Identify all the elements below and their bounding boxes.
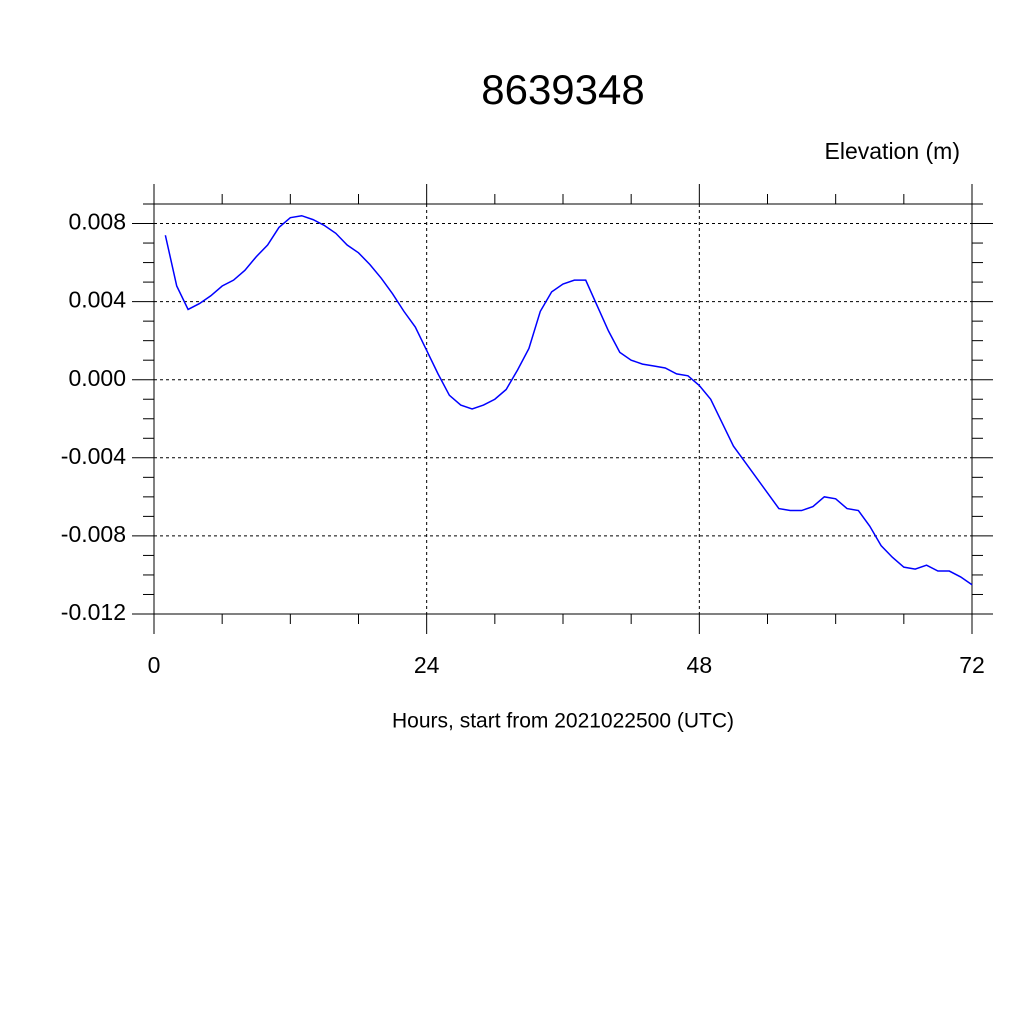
y-tick-label: 0.000 [68, 365, 126, 391]
y-tick-label: -0.012 [61, 599, 126, 625]
x-tick-label: 48 [687, 652, 713, 678]
x-tick-label: 0 [148, 652, 161, 678]
data-line [164, 214, 973, 586]
y-tick-label: -0.004 [61, 443, 126, 469]
y-tick-label: 0.004 [68, 287, 126, 313]
y-tick-label: 0.008 [68, 209, 126, 235]
y-tick-label: -0.008 [61, 521, 126, 547]
subtitle: Elevation (m) [825, 138, 960, 164]
x-axis-label: Hours, start from 2021022500 (UTC) [392, 710, 734, 733]
chart-title: 8639348 [481, 66, 645, 113]
x-tick-label: 24 [414, 652, 440, 678]
x-tick-label: 72 [959, 652, 985, 678]
